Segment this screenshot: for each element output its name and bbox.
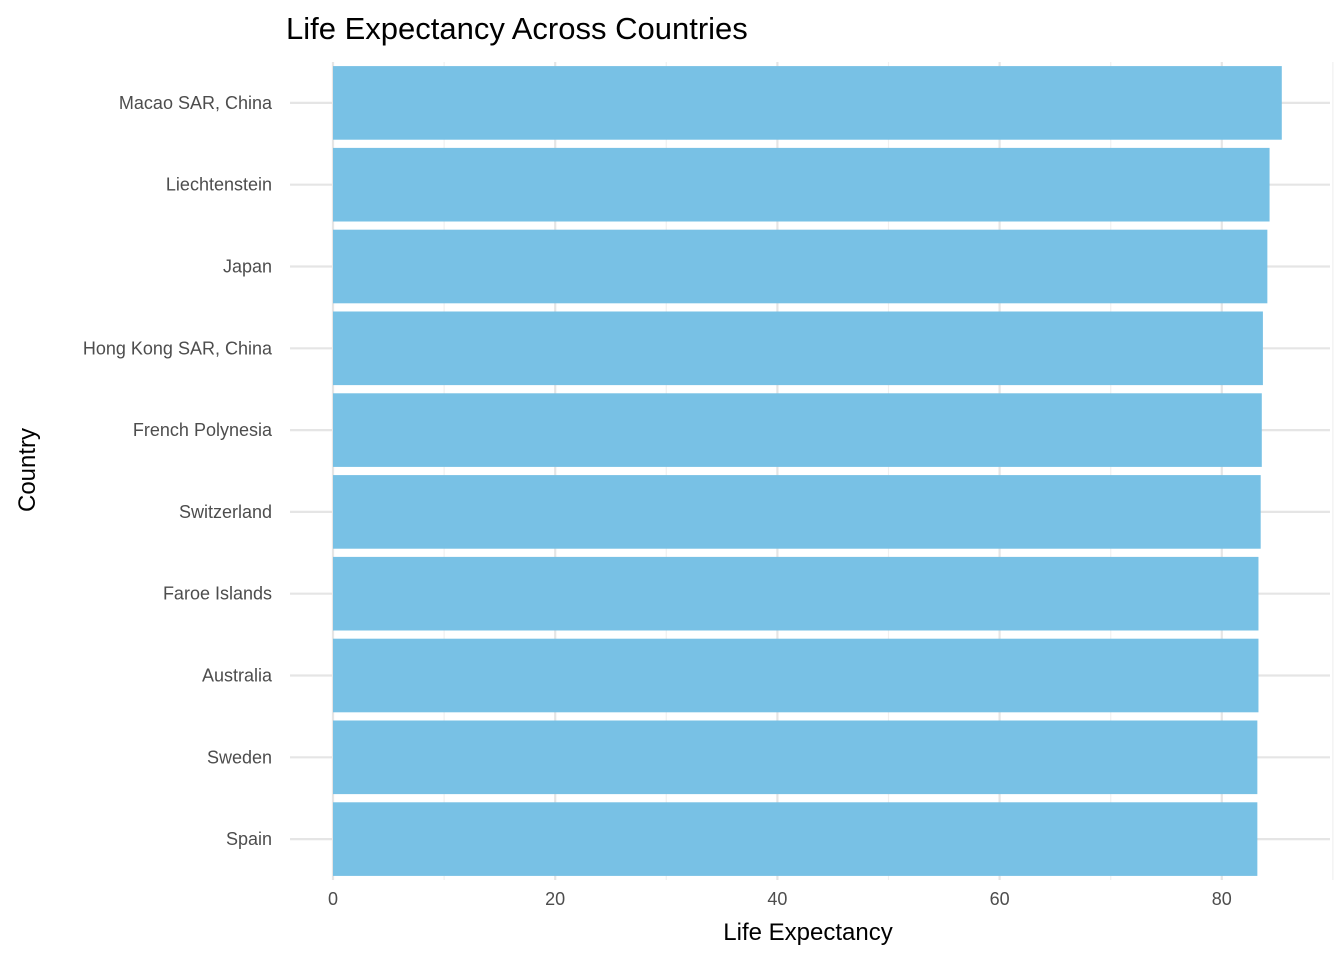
y-tick-label: Switzerland (179, 502, 272, 522)
chart-title: Life Expectancy Across Countries (286, 11, 748, 46)
bar (333, 638, 1259, 713)
x-axis-label: Life Expectancy (723, 919, 892, 946)
bar (333, 556, 1259, 631)
x-tick-label: 40 (767, 889, 787, 909)
bar (333, 311, 1263, 386)
y-axis-label: Country (14, 428, 41, 512)
bar (333, 393, 1262, 467)
y-tick-label: Sweden (207, 747, 272, 767)
y-tick-label: Japan (223, 257, 272, 277)
y-tick-label: Hong Kong SAR, China (83, 338, 273, 358)
bar (333, 66, 1282, 140)
bar (333, 802, 1258, 876)
y-tick-label: Liechtenstein (166, 175, 272, 195)
x-tick-label: 20 (545, 889, 565, 909)
bar (333, 720, 1258, 795)
y-tick-label: Macao SAR, China (119, 93, 273, 113)
bar (333, 475, 1261, 549)
x-tick-label: 60 (990, 889, 1010, 909)
y-tick-label: Australia (202, 666, 273, 686)
y-tick-label: Faroe Islands (163, 584, 272, 604)
x-tick-label: 0 (328, 889, 338, 909)
y-tick-label: Spain (226, 829, 272, 849)
bar (333, 147, 1270, 222)
x-tick-label: 80 (1212, 889, 1232, 909)
bar (333, 229, 1268, 304)
y-tick-label: French Polynesia (133, 420, 273, 440)
